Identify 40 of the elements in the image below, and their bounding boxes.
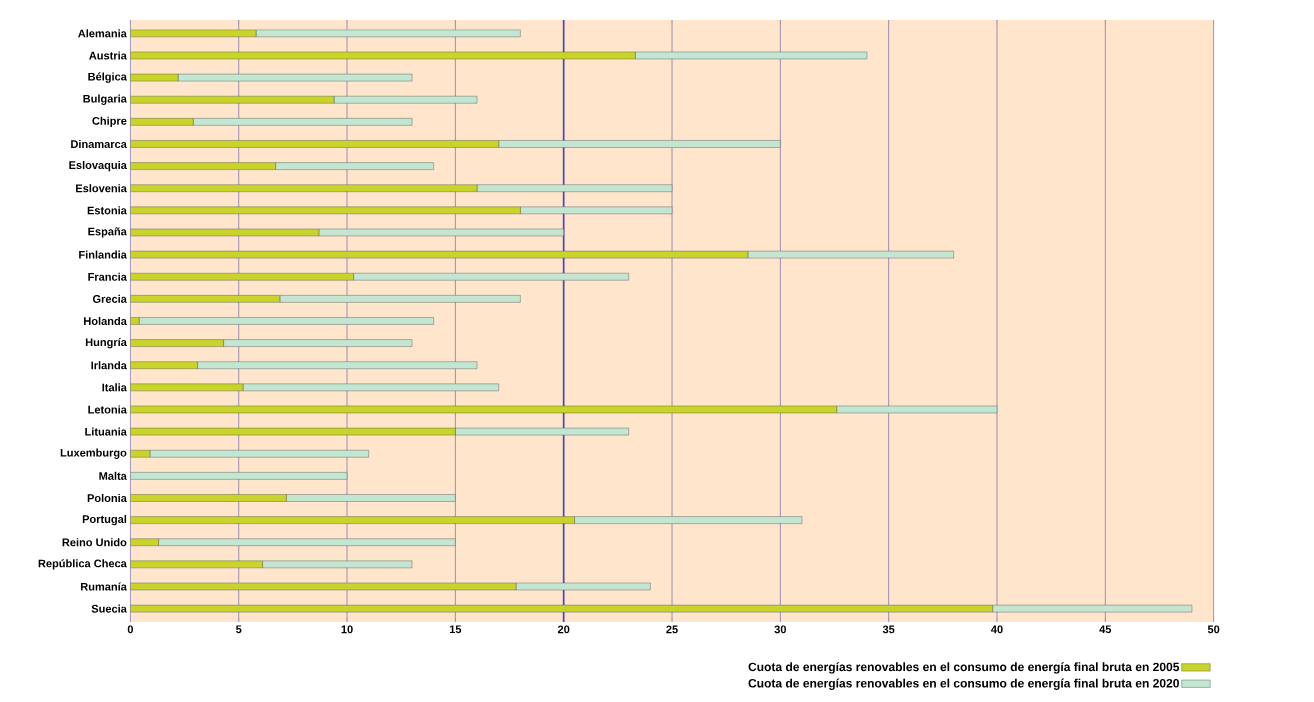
x-tick-label: 50 (1207, 625, 1220, 634)
x-tick-label: 35 (882, 625, 895, 634)
legend-label: Cuota de energías renovables en el consumo de energía final bruta en 2005 (748, 662, 1180, 674)
y-tick-label: Eslovenia (76, 184, 127, 193)
y-tick-label: Lituania (85, 427, 127, 436)
y-tick-label: España (88, 227, 127, 238)
x-tick-label: 10 (341, 625, 353, 634)
y-tick-label: Bulgaria (83, 94, 127, 105)
y-tick-label: Austria (89, 51, 127, 60)
legend-label: Cuota de energías renovables en el consumo de energía final bruta en 2020 (748, 678, 1179, 690)
y-tick-label: Irlanda (91, 361, 127, 370)
x-tick-label: 15 (449, 625, 462, 634)
y-tick-label: República Checa (38, 559, 127, 570)
y-tick-label: Chipre (92, 116, 127, 127)
y-tick-label: Suecia (91, 604, 127, 613)
y-tick-label: Hungría (85, 337, 127, 349)
y-tick-label: Italia (102, 383, 127, 392)
x-tick-label: 30 (774, 625, 787, 634)
y-tick-label: Luxemburgo (60, 448, 127, 459)
y-tick-label: Alemania (78, 29, 127, 38)
x-tick-label: 40 (991, 625, 1003, 634)
y-tick-label: Finlandia (79, 250, 127, 259)
y-tick-label: Portugal (82, 514, 127, 526)
y-tick-label: Bélgica (88, 72, 127, 83)
y-tick-label: Eslovaquia (69, 160, 127, 172)
y-tick-label: Reino Unido (62, 538, 127, 547)
y-tick-label: Francia (88, 272, 127, 281)
y-tick-label: Estonia (87, 206, 127, 215)
y-tick-label: Dinamarca (71, 139, 127, 148)
y-tick-label: Holanda (84, 316, 127, 325)
y-tick-label: Grecia (92, 294, 127, 303)
x-tick-label: 45 (1099, 625, 1112, 634)
x-tick-label: 25 (666, 625, 678, 634)
y-tick-label: Rumanía (81, 582, 127, 591)
x-tick-label: 0 (127, 625, 134, 634)
y-tick-label: Letonia (88, 405, 127, 414)
y-tick-label: Malta (99, 471, 127, 480)
x-tick-label: 20 (557, 625, 570, 634)
y-tick-label: Polonia (87, 493, 127, 502)
x-tick-label: 5 (236, 625, 242, 634)
